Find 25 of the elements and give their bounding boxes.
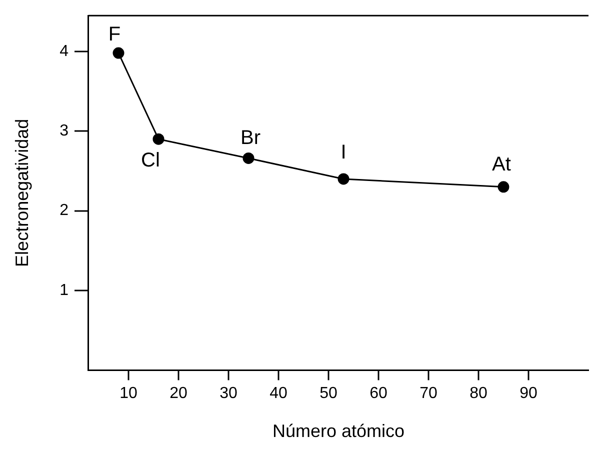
x-tick-label: 90: [520, 385, 538, 402]
point: [112, 47, 124, 59]
x-tick-label: 80: [470, 385, 488, 402]
y-tick-label: 4: [60, 42, 69, 60]
point: [338, 173, 350, 185]
x-tick-label: 20: [170, 385, 188, 402]
x-tick-label: 70: [420, 385, 438, 402]
point: [498, 181, 510, 193]
x-tick-label: 60: [370, 385, 388, 402]
annotation: Br: [240, 126, 261, 149]
x-tick-label: 40: [270, 385, 288, 402]
x-axis-title: Número atómico: [272, 421, 405, 442]
annotation: I: [340, 141, 346, 164]
annotation: Cl: [141, 150, 160, 172]
point: [242, 152, 254, 164]
y-axis-title: Electronegatividad: [12, 118, 32, 267]
annotation: At: [492, 153, 512, 176]
annotation: F: [108, 24, 121, 46]
x-tick-label: 30: [220, 385, 238, 402]
y-tick-label: 3: [60, 122, 69, 140]
point: [152, 133, 164, 145]
y-tick-label: 1: [60, 282, 69, 299]
x-tick-label: 50: [320, 385, 338, 402]
y-tick-label: 2: [60, 202, 69, 220]
x-tick-label: 10: [120, 385, 138, 402]
